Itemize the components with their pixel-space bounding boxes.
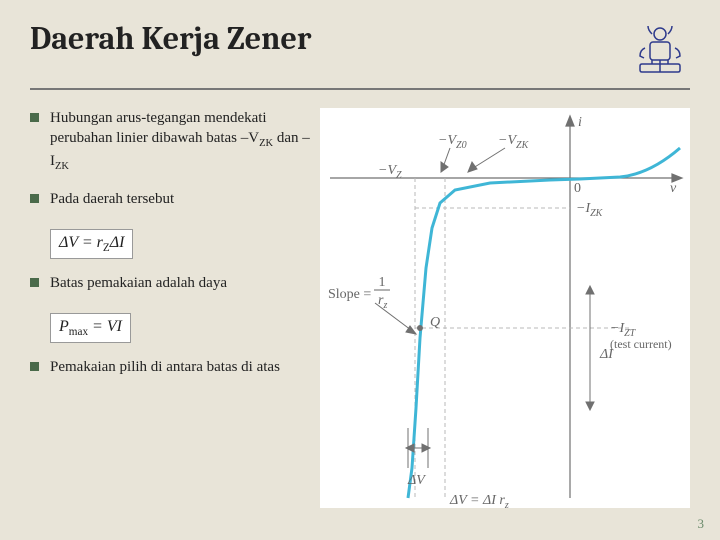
svg-text:ΔV = ΔI rz: ΔV = ΔI rz (449, 493, 509, 508)
bullet-item: Pemakaian pilih di antara batas di atas (30, 357, 310, 377)
bullet-list: Hubungan arus-tegangan mendekati perubah… (30, 108, 310, 508)
bullet-item: Pada daerah tersebut (30, 189, 310, 209)
svg-text:−VZK: −VZK (498, 133, 530, 151)
svg-text:Q: Q (430, 315, 440, 330)
svg-text:−IZK: −IZK (576, 201, 604, 219)
svg-text:0: 0 (574, 181, 581, 196)
svg-text:rz: rz (378, 293, 387, 311)
formula-dv: ΔV = rZΔI (50, 229, 133, 259)
svg-text:(test current): (test current) (610, 337, 672, 351)
university-logo (630, 20, 690, 80)
svg-text:−VZ0: −VZ0 (438, 133, 467, 151)
title-row: Daerah Kerja Zener (30, 20, 690, 90)
svg-text:1: 1 (379, 275, 386, 290)
slide-title: Daerah Kerja Zener (30, 20, 311, 57)
bullet-item: Hubungan arus-tegangan mendekati perubah… (30, 108, 310, 175)
zener-iv-diagram: i v 0 −VZ −VZ0 −VZK −IZK −IZT (test curr… (320, 108, 690, 508)
svg-text:i: i (578, 115, 582, 130)
content-row: Hubungan arus-tegangan mendekati perubah… (30, 108, 690, 508)
svg-text:Slope =: Slope = (328, 287, 371, 302)
svg-text:v: v (670, 181, 677, 196)
page-number: 3 (698, 516, 705, 532)
svg-text:ΔV: ΔV (407, 473, 426, 488)
bullet-item: Batas pemakaian adalah daya (30, 273, 310, 293)
svg-text:ΔI: ΔI (599, 347, 614, 362)
formula-pmax: Pmax = VI (50, 313, 131, 343)
